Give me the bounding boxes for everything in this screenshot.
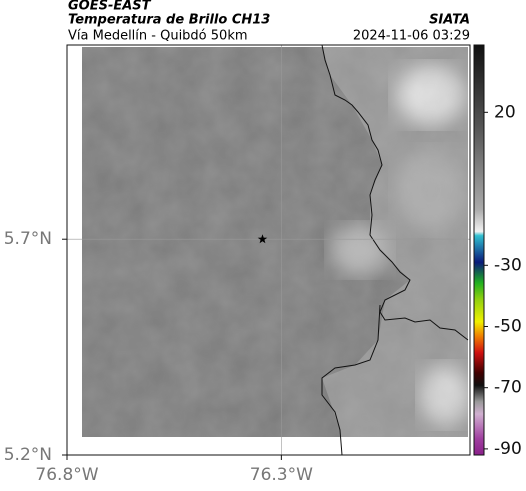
colorbar-label: -90 [494, 439, 522, 459]
satellite-image [82, 47, 468, 437]
product: Temperatura de Brillo CH13 [68, 13, 270, 28]
colorbar-label: -70 [494, 378, 522, 398]
location-marker [257, 234, 268, 244]
y-tick-label: 5.2°N [4, 445, 52, 465]
colorbar [473, 44, 485, 456]
map-frame [66, 44, 471, 456]
colorbar-label: 20 [494, 102, 516, 122]
satellite: GOES-EAST [68, 0, 152, 14]
route: Vía Medellín - Quibdó 50km [68, 29, 248, 44]
colorbar-label: -30 [494, 255, 522, 275]
y-tick-label: 5.7°N [4, 229, 52, 249]
x-tick-label: 76.8°W [35, 465, 98, 485]
colorbar-label: -50 [494, 316, 522, 336]
timestamp: 2024-11-06 03:29 [353, 29, 470, 44]
borders [321, 44, 469, 456]
x-tick-label: 76.3°W [250, 465, 313, 485]
source: SIATA [429, 13, 470, 28]
